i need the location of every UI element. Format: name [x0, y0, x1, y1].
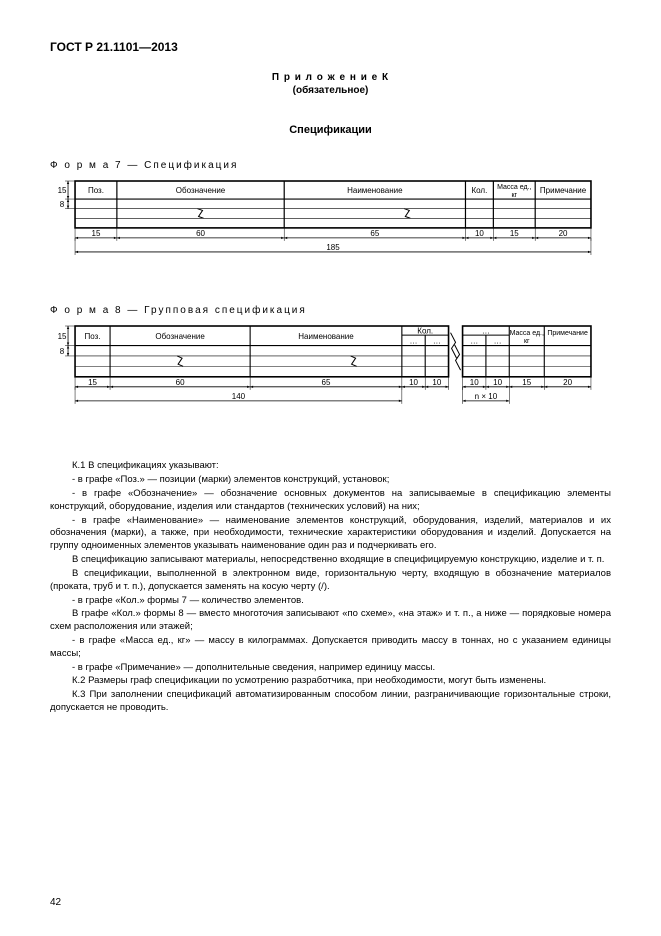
svg-text:10: 10 [432, 378, 441, 387]
svg-text:Обозначение: Обозначение [176, 186, 226, 195]
para: К.3 При заполнении спецификаций автомати… [50, 689, 611, 715]
svg-text:…: … [470, 337, 478, 346]
appendix-type: (обязательное) [50, 85, 611, 96]
svg-text:Наименование: Наименование [347, 186, 403, 195]
svg-text:65: 65 [322, 378, 331, 387]
appendix-label: П р и л о ж е н и е К [50, 72, 611, 83]
svg-text:Поз.: Поз. [88, 186, 104, 195]
svg-text:15: 15 [58, 186, 67, 195]
spec-title: Спецификации [50, 124, 611, 136]
svg-text:Масса ед.,: Масса ед., [497, 184, 531, 191]
svg-text:15: 15 [92, 229, 101, 238]
svg-text:15: 15 [522, 378, 531, 387]
svg-text:140: 140 [232, 392, 246, 401]
svg-text:Кол.: Кол. [417, 327, 433, 336]
svg-text:Кол.: Кол. [472, 186, 488, 195]
para: - в графе «Масса ед., кг» — массу в кило… [50, 635, 611, 661]
svg-text:185: 185 [326, 243, 340, 252]
svg-text:Поз.: Поз. [85, 332, 101, 341]
svg-text:10: 10 [409, 378, 418, 387]
svg-text:кг: кг [511, 192, 517, 199]
para: В графе «Кол.» формы 8 — вместо многоточ… [50, 608, 611, 634]
svg-text:…: … [482, 327, 490, 336]
form8-label: Ф о р м а 8 — Групповая спецификация [50, 305, 611, 316]
svg-text:…: … [494, 337, 502, 346]
svg-text:15: 15 [88, 378, 97, 387]
svg-text:10: 10 [475, 229, 484, 238]
svg-text:15: 15 [58, 332, 67, 341]
standard-id: ГОСТ Р 21.1101—2013 [50, 40, 611, 54]
svg-text:10: 10 [493, 378, 502, 387]
svg-text:60: 60 [196, 229, 205, 238]
para: - в графе «Наименование» — наименование … [50, 515, 611, 553]
svg-text:15: 15 [510, 229, 519, 238]
svg-text:Примечание: Примечание [540, 186, 587, 195]
svg-text:8: 8 [60, 347, 65, 356]
svg-text:кг: кг [524, 338, 530, 345]
svg-text:…: … [433, 337, 441, 346]
svg-text:20: 20 [563, 378, 572, 387]
para: К.1 В спецификациях указывают: [50, 460, 611, 473]
para: - в графе «Кол.» формы 7 — количество эл… [50, 595, 611, 608]
svg-text:…: … [410, 337, 418, 346]
svg-text:65: 65 [370, 229, 379, 238]
svg-text:Примечание: Примечание [547, 330, 588, 337]
svg-text:Масса ед.,: Масса ед., [510, 330, 544, 337]
svg-text:20: 20 [559, 229, 568, 238]
form7-label: Ф о р м а 7 — Спецификация [50, 160, 611, 171]
svg-text:8: 8 [60, 200, 65, 209]
form7-diagram: Поз. Обозначение Наименование Кол. Масса ед.… [50, 177, 611, 282]
svg-text:Обозначение: Обозначение [155, 332, 205, 341]
para: В спецификацию записывают материалы, неп… [50, 554, 611, 567]
para: - в графе «Обозначение» — обозначение ос… [50, 488, 611, 514]
svg-text:60: 60 [176, 378, 185, 387]
para: В спецификации, выполненной в электронно… [50, 568, 611, 594]
para: К.2 Размеры граф спецификации по усмотре… [50, 675, 611, 688]
page: ГОСТ Р 21.1101—2013 П р и л о ж е н и е … [0, 0, 661, 936]
svg-text:Наименование: Наименование [298, 332, 354, 341]
para: - в графе «Примечание» — дополнительные … [50, 662, 611, 675]
form8-diagram: Поз.ОбозначениеНаименованиеКол.……………Масс… [50, 322, 611, 437]
body-text: К.1 В спецификациях указывают: - в графе… [50, 460, 611, 714]
svg-text:n × 10: n × 10 [475, 392, 498, 401]
svg-text:10: 10 [470, 378, 479, 387]
page-number: 42 [50, 897, 61, 908]
para: - в графе «Поз.» — позиции (марки) элеме… [50, 474, 611, 487]
